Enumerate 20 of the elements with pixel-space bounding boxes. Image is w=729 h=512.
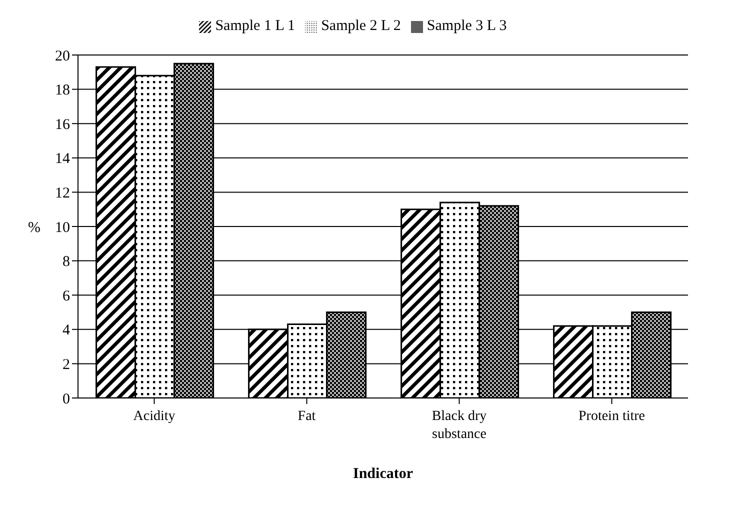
y-tick-label: 18	[55, 82, 70, 99]
legend-label: Sample 1 L 1	[215, 18, 296, 34]
x-tick-label: Black dry substance	[432, 409, 487, 442]
x-axis-title: Indicator	[353, 466, 414, 482]
x-tick-label: Acidity	[133, 409, 176, 424]
x-tick-label: Protein titre	[578, 409, 645, 424]
legend-label: Sample 3 L 3	[426, 18, 507, 34]
y-tick-label: 6	[62, 288, 70, 304]
y-axis-title: %	[28, 220, 40, 236]
y-tick-label: 0	[62, 391, 70, 408]
y-tick-label: 20	[55, 48, 70, 64]
x-tick-label: Fat	[298, 409, 316, 424]
y-tick-label: 12	[55, 186, 70, 202]
y-tick-label: 8	[62, 254, 70, 270]
y-tick-label: 10	[55, 220, 70, 236]
y-tick-label: 14	[55, 151, 70, 168]
y-tick-label: 4	[62, 322, 70, 339]
y-tick-label: 16	[55, 116, 70, 133]
y-tick-label: 2	[62, 357, 70, 374]
legend-label: Sample 2 L 2	[321, 18, 401, 34]
